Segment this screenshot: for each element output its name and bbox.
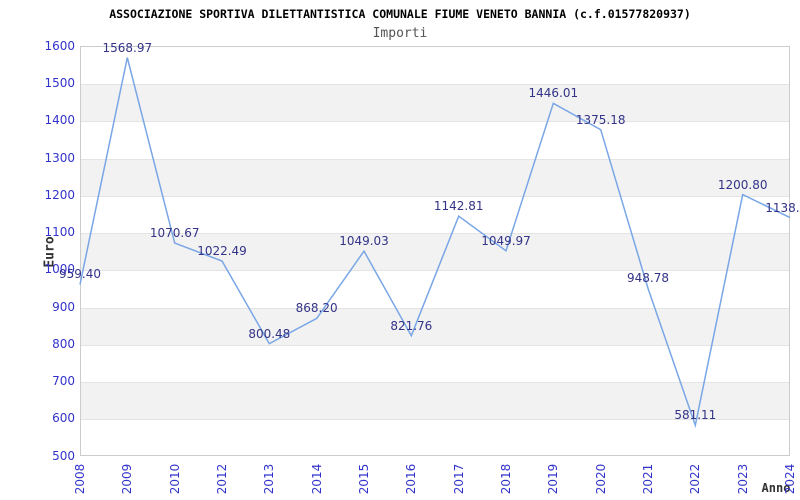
x-tick-label: 2018 (499, 463, 513, 495)
y-tick-label: 500 (52, 448, 75, 463)
x-tick-label: 2019 (546, 463, 561, 495)
plot-area (80, 46, 790, 456)
data-point-label: 1568.97 (102, 40, 153, 55)
gridline (81, 344, 789, 346)
plot-shaded-band (81, 84, 789, 122)
x-axis-title: Anno (761, 481, 791, 495)
x-tick-label: 2014 (309, 463, 324, 495)
data-point-label: 1070.67 (149, 226, 200, 241)
chart-title: ASSOCIAZIONE SPORTIVA DILETTANTISTICA CO… (109, 7, 691, 21)
chart-subtitle: Importi (372, 26, 428, 41)
gridline (81, 84, 789, 86)
data-point-label: 948.78 (627, 271, 669, 286)
data-point-label: 1138.97 (765, 200, 800, 215)
data-point-label: 1142.81 (433, 199, 484, 214)
plot-shaded-band (81, 158, 789, 196)
y-tick-label: 1600 (44, 39, 75, 53)
gridline (81, 307, 789, 309)
x-tick-label: 2013 (262, 463, 277, 495)
x-tick-label: 2017 (451, 463, 466, 495)
y-tick-label: 1200 (44, 187, 75, 202)
y-tick-label: 1300 (44, 150, 75, 165)
y-tick-label: 800 (52, 336, 75, 351)
y-tick-label: 1100 (44, 225, 75, 240)
x-tick-label: 2009 (120, 463, 135, 495)
y-tick-label: 1000 (44, 262, 75, 277)
y-tick-label: 700 (52, 374, 75, 389)
y-tick-label: 1500 (44, 76, 75, 91)
plot-shaded-band (81, 307, 789, 345)
x-tick-label: 2023 (735, 463, 750, 495)
x-tick-label: 2010 (167, 463, 182, 495)
data-point-label: 1375.18 (575, 112, 626, 127)
data-point-label: 959.40 (59, 267, 101, 282)
gridline (81, 121, 789, 123)
data-point-label: 1049.97 (481, 233, 531, 248)
x-tick-label: 2012 (215, 463, 229, 495)
y-tick-label: 600 (52, 411, 75, 426)
data-point-label: 800.48 (248, 326, 291, 341)
gridline (81, 195, 789, 197)
data-point-label: 821.76 (390, 318, 433, 333)
x-tick-label: 2024 (783, 463, 797, 495)
y-tick-label: 1400 (44, 113, 75, 128)
x-tick-label: 2021 (641, 463, 655, 495)
x-tick-label: 2015 (357, 463, 371, 495)
y-tick-label: 900 (52, 299, 75, 314)
x-tick-label: 2008 (73, 463, 87, 495)
data-point-label: 1049.03 (339, 234, 389, 249)
gridline (81, 382, 789, 384)
data-point-label: 1200.80 (717, 177, 768, 192)
x-tick-label: 2020 (593, 463, 608, 495)
data-point-label: 1022.49 (197, 243, 247, 258)
gridline (81, 270, 789, 272)
data-point-label: 868.20 (295, 301, 338, 316)
gridline (81, 158, 789, 160)
data-point-label: 581.11 (674, 408, 717, 423)
data-point-label: 1446.01 (528, 86, 579, 101)
x-tick-label: 2016 (404, 463, 419, 495)
x-tick-label: 2022 (688, 463, 703, 495)
